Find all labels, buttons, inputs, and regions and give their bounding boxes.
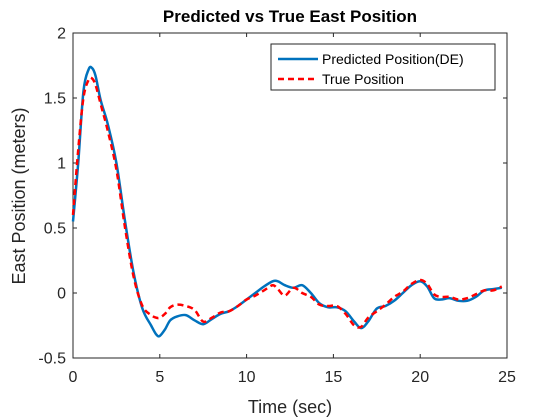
y-tick-label: -0.5 [38, 351, 66, 368]
chart-title: Predicted vs True East Position [163, 7, 417, 26]
x-tick-label: 10 [238, 369, 256, 386]
y-tick-label: 1 [57, 156, 66, 173]
x-tick-label: 5 [155, 369, 164, 386]
y-tick-label: 2 [57, 26, 66, 43]
series-line-1 [71, 76, 503, 329]
y-tick-label: 0 [57, 286, 66, 303]
x-tick-label: 20 [411, 369, 429, 386]
legend-box [270, 43, 496, 91]
x-tick-label: 15 [325, 369, 343, 386]
legend-label-1: True Position [322, 71, 404, 87]
y-tick-label: 0.5 [44, 221, 66, 238]
y-tick-label: 1.5 [44, 91, 66, 108]
legend-label-0: Predicted Position(DE) [322, 51, 464, 67]
series-line-0 [71, 65, 502, 338]
x-tick-label: 0 [69, 369, 78, 386]
y-axis-label: East Position (meters) [9, 107, 29, 284]
x-tick-label: 25 [498, 369, 516, 386]
x-axis-label: Time (sec) [248, 397, 332, 417]
